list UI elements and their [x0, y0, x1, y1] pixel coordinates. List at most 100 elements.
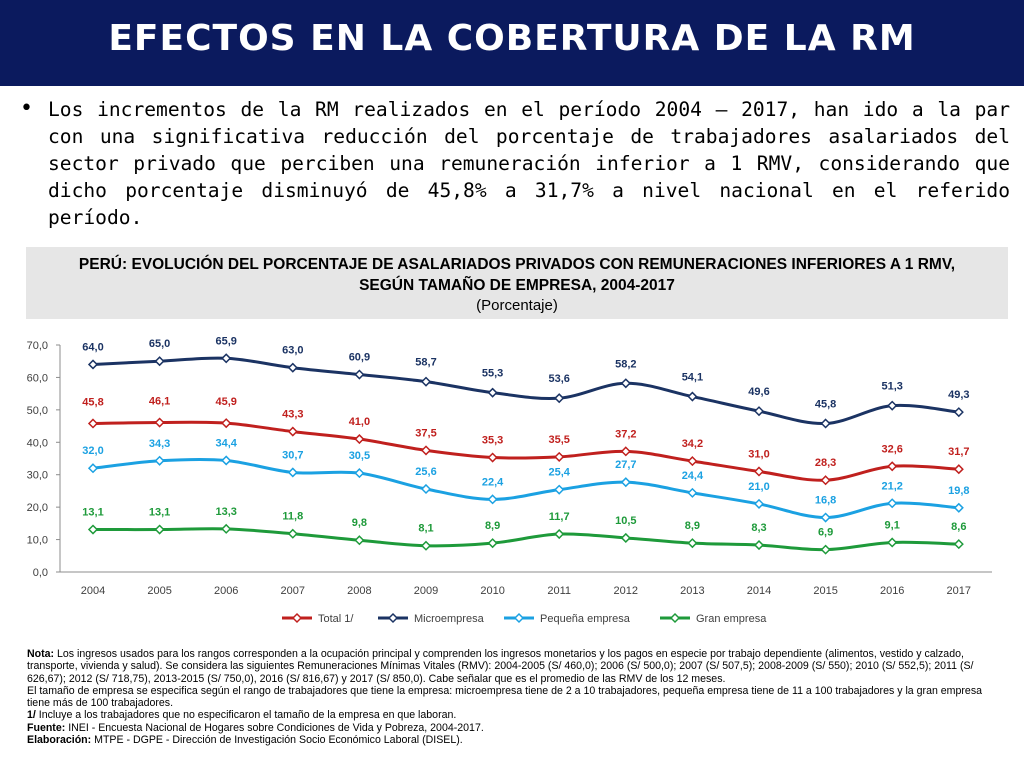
data-label: 30,5	[349, 450, 370, 462]
data-label: 21,0	[748, 481, 769, 493]
data-point-marker	[554, 451, 565, 462]
data-label: 58,2	[615, 358, 636, 370]
data-label: 58,7	[415, 357, 436, 369]
line-chart: 0,0 10,0 20,0 30,0 40,0 50,0 60,0 70,0 2004 2005…	[27, 335, 992, 625]
footnote-label: 1/	[27, 709, 36, 722]
data-point-marker	[487, 387, 498, 398]
legend-swatch-marker	[387, 612, 399, 624]
data-labels: 45,8 46,1 45,9 43,3 41,0 37,5 35,3 35,5 37,2 34,2…	[82, 335, 969, 538]
data-label: 10,5	[615, 515, 636, 527]
chart-title-line1: PERÚ: EVOLUCIÓN DEL PORCENTAJE DE ASALAR…	[78, 256, 956, 273]
data-point-marker	[953, 502, 964, 513]
data-point-marker	[887, 461, 898, 472]
data-point-marker	[154, 356, 165, 367]
data-point-marker	[87, 524, 99, 535]
x-tick-label: 2012	[614, 585, 638, 597]
legend-swatch-marker	[291, 612, 303, 624]
data-point-marker	[753, 406, 765, 417]
data-label: 37,5	[415, 427, 436, 439]
data-label: 13,1	[149, 507, 170, 519]
data-label: 53,6	[548, 373, 569, 385]
data-point-marker	[221, 523, 232, 534]
data-label: 34,4	[215, 437, 237, 449]
title-bar: EFECTOS EN LA COBERTURA DE LA RM	[0, 0, 1024, 86]
data-point-marker	[687, 487, 698, 498]
data-label: 35,3	[482, 435, 503, 447]
data-point-marker	[287, 467, 298, 478]
prepared-by-text: MTPE - DGPE - Dirección de Investigación…	[91, 734, 463, 747]
data-label: 9,8	[352, 517, 367, 529]
y-tick-label: 10,0	[27, 535, 48, 547]
data-label: 24,4	[682, 470, 704, 482]
data-point-marker	[420, 483, 432, 495]
data-point-marker	[887, 537, 898, 548]
data-label: 46,1	[149, 396, 170, 408]
chart-title-line2: SEGÚN TAMAÑO DE EMPRESA, 2004-2017	[359, 277, 675, 294]
data-point-marker	[154, 524, 165, 535]
data-point-marker	[87, 463, 99, 474]
legend: Total 1/Microempresa Pequeña empresa Gran …	[282, 612, 767, 625]
series-group	[87, 353, 964, 555]
x-tick-label: 2016	[880, 585, 904, 597]
data-point-marker	[287, 362, 298, 373]
legend-label: Pequeña empresa	[540, 613, 631, 625]
x-tick-label: 2014	[747, 585, 771, 597]
y-tick-label: 20,0	[27, 502, 48, 514]
data-label: 13,3	[215, 506, 236, 518]
data-point-marker	[420, 540, 432, 551]
x-tick-label: 2013	[680, 585, 704, 597]
data-point-marker	[221, 455, 232, 466]
x-tick-label: 2007	[281, 585, 305, 597]
data-point-marker	[354, 369, 365, 380]
data-point-marker	[554, 484, 565, 495]
x-tick-label: 2009	[414, 585, 438, 597]
data-label: 8,9	[685, 520, 700, 532]
data-point-marker	[687, 456, 698, 467]
data-point-marker	[753, 466, 765, 477]
y-tick-label: 50,0	[27, 405, 48, 417]
data-label: 51,3	[881, 381, 902, 393]
data-point-marker	[953, 539, 964, 550]
note-label: Nota:	[27, 648, 55, 660]
data-point-marker	[487, 452, 498, 463]
data-label: 8,6	[951, 521, 966, 533]
data-point-marker	[687, 538, 698, 549]
data-label: 25,4	[548, 467, 570, 479]
legend-label: Total 1/	[318, 613, 354, 625]
x-tick-label: 2004	[81, 585, 105, 597]
data-point-marker	[420, 376, 432, 387]
data-point-marker	[154, 417, 165, 428]
y-tick-label: 30,0	[27, 470, 48, 482]
data-label: 32,6	[881, 443, 902, 455]
x-tick-label: 2005	[147, 585, 171, 597]
data-label: 31,7	[948, 446, 969, 458]
data-label: 45,8	[82, 396, 103, 408]
data-label: 64,0	[82, 341, 103, 353]
data-label: 8,9	[485, 520, 500, 532]
data-point-marker	[753, 540, 765, 551]
data-label: 55,3	[482, 368, 503, 380]
data-point-marker	[487, 494, 498, 505]
size-definition: El tamaño de empresa se especifica según…	[27, 684, 983, 710]
data-point-marker	[820, 544, 831, 555]
data-point-marker	[287, 528, 298, 539]
source: Fuente: INEI - Encuesta Nacional de Hoga…	[27, 722, 1007, 734]
data-point-marker	[687, 391, 698, 402]
page-title: EFECTOS EN LA COBERTURA DE LA RM	[108, 18, 916, 59]
data-label: 37,2	[615, 428, 636, 440]
data-point-marker	[620, 532, 631, 544]
data-label: 16,8	[815, 495, 836, 507]
data-label: 28,3	[815, 457, 836, 469]
data-label: 19,8	[948, 485, 969, 497]
chart-title-box: PERÚ: EVOLUCIÓN DEL PORCENTAJE DE ASALAR…	[26, 247, 1008, 319]
y-axis: 0,0 10,0 20,0 30,0 40,0 50,0 60,0 70,0	[27, 340, 61, 579]
series-line	[92, 527, 959, 552]
data-point-marker	[354, 535, 365, 546]
data-point-marker	[820, 475, 831, 486]
x-tick-label: 2017	[947, 585, 971, 597]
bullet-text: Los incrementos de la RM realizados en e…	[48, 98, 1010, 229]
y-tick-label: 0,0	[33, 567, 48, 579]
legend-label: Gran empresa	[696, 613, 767, 625]
legend-swatch-marker	[669, 612, 681, 624]
data-point-marker	[554, 393, 565, 404]
